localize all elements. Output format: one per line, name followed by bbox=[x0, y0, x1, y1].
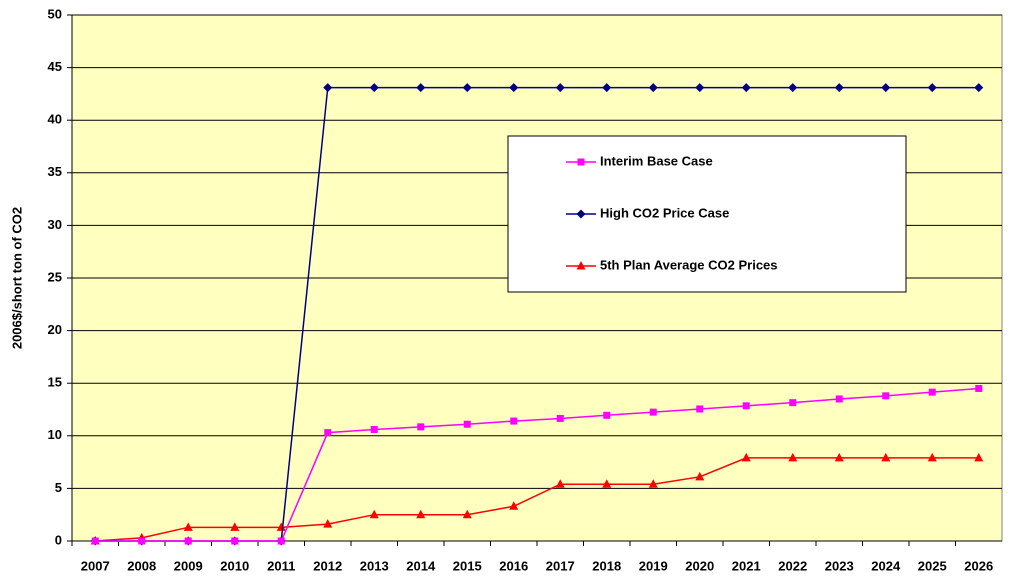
marker bbox=[462, 83, 472, 93]
y-tick-label: 30 bbox=[48, 217, 62, 232]
marker bbox=[835, 395, 843, 403]
marker bbox=[323, 83, 333, 93]
marker bbox=[741, 452, 751, 462]
marker bbox=[696, 405, 704, 413]
marker bbox=[789, 399, 797, 407]
marker bbox=[231, 537, 239, 545]
marker bbox=[416, 509, 426, 519]
x-tick-label: 2013 bbox=[360, 558, 389, 573]
x-tick-label: 2016 bbox=[499, 558, 528, 573]
legend-marker bbox=[576, 261, 586, 270]
y-tick-label: 20 bbox=[48, 322, 62, 337]
x-tick-label: 2012 bbox=[313, 558, 342, 573]
marker bbox=[881, 83, 891, 93]
y-tick-label: 5 bbox=[55, 480, 62, 495]
marker bbox=[648, 479, 658, 488]
marker bbox=[882, 392, 890, 400]
y-tick-label: 50 bbox=[48, 6, 62, 21]
marker bbox=[183, 522, 193, 531]
marker bbox=[509, 501, 519, 510]
marker bbox=[975, 384, 983, 392]
legend-marker bbox=[576, 209, 586, 219]
marker bbox=[788, 83, 798, 93]
marker bbox=[277, 537, 285, 545]
marker bbox=[695, 471, 705, 481]
x-tick-label: 2019 bbox=[639, 558, 668, 573]
marker bbox=[602, 479, 612, 488]
x-tick-label: 2025 bbox=[918, 558, 947, 573]
x-tick-label: 2007 bbox=[81, 558, 110, 573]
marker bbox=[881, 452, 891, 462]
x-tick-label: 2024 bbox=[871, 558, 901, 573]
x-tick-label: 2009 bbox=[174, 558, 203, 573]
x-tick-label: 2023 bbox=[825, 558, 854, 573]
marker bbox=[509, 83, 519, 93]
marker bbox=[648, 83, 658, 93]
x-tick-label: 2022 bbox=[778, 558, 807, 573]
y-tick-label: 35 bbox=[48, 164, 62, 179]
y-tick-label: 0 bbox=[55, 532, 62, 547]
marker bbox=[742, 402, 750, 410]
marker bbox=[834, 452, 844, 462]
marker bbox=[184, 537, 192, 545]
y-tick-label: 25 bbox=[48, 269, 62, 284]
x-tick-label: 2017 bbox=[546, 558, 575, 573]
marker bbox=[555, 479, 565, 488]
marker bbox=[323, 519, 333, 528]
marker bbox=[928, 388, 936, 396]
y-tick-label: 10 bbox=[48, 427, 62, 442]
marker bbox=[834, 83, 844, 93]
marker bbox=[649, 408, 657, 416]
marker bbox=[603, 411, 611, 419]
x-tick-label: 2010 bbox=[220, 558, 249, 573]
legend-label: High CO2 Price Case bbox=[600, 205, 729, 220]
marker bbox=[417, 423, 425, 431]
legend-label: 5th Plan Average CO2 Prices bbox=[600, 257, 778, 272]
marker bbox=[324, 429, 332, 437]
x-tick-label: 2020 bbox=[685, 558, 714, 573]
marker bbox=[369, 83, 379, 93]
marker bbox=[695, 83, 705, 93]
marker bbox=[463, 420, 471, 428]
marker bbox=[138, 537, 146, 545]
x-tick-label: 2011 bbox=[267, 558, 295, 573]
marker bbox=[927, 452, 937, 462]
marker bbox=[370, 425, 378, 433]
marker bbox=[974, 452, 984, 462]
marker bbox=[230, 522, 240, 531]
marker bbox=[741, 83, 751, 93]
marker bbox=[510, 417, 518, 425]
series-line bbox=[95, 387, 979, 542]
marker bbox=[974, 83, 984, 93]
x-tick-label: 2018 bbox=[592, 558, 621, 573]
y-tick-label: 40 bbox=[48, 112, 62, 127]
marker bbox=[788, 452, 798, 462]
marker bbox=[602, 83, 612, 93]
marker bbox=[91, 537, 99, 545]
y-tick-label: 15 bbox=[48, 375, 62, 390]
x-tick-label: 2026 bbox=[964, 558, 993, 573]
marker bbox=[556, 414, 564, 422]
marker bbox=[555, 83, 565, 93]
marker bbox=[927, 83, 937, 93]
legend-label: Interim Base Case bbox=[600, 153, 713, 168]
y-axis-title: 2006$/short ton of CO2 bbox=[9, 207, 24, 349]
x-tick-label: 2021 bbox=[732, 558, 761, 573]
y-tick-label: 45 bbox=[48, 59, 62, 74]
marker bbox=[276, 522, 286, 531]
legend-marker bbox=[577, 158, 585, 166]
marker bbox=[416, 83, 426, 93]
x-tick-label: 2008 bbox=[127, 558, 156, 573]
x-tick-label: 2015 bbox=[453, 558, 482, 573]
marker bbox=[462, 509, 472, 519]
series-line bbox=[95, 457, 979, 542]
marker bbox=[369, 509, 379, 519]
x-tick-label: 2014 bbox=[406, 558, 436, 573]
